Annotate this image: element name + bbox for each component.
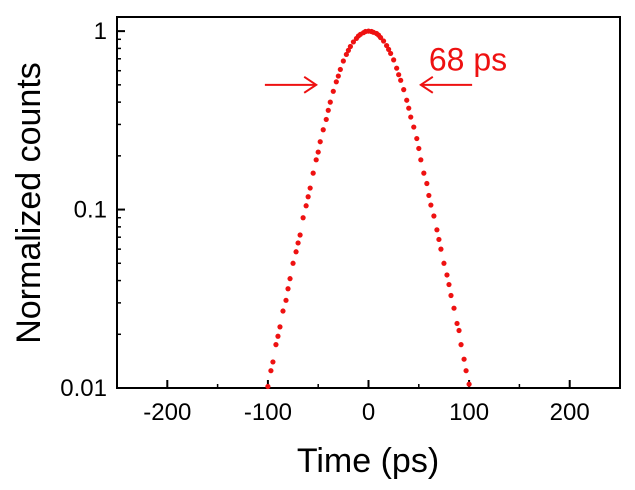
y-tick-label: 0.1 [74, 197, 107, 224]
data-point [448, 292, 454, 299]
data-point [345, 47, 351, 53]
data-point [303, 203, 309, 209]
data-point [396, 72, 402, 78]
x-tick-label: 0 [362, 399, 375, 426]
x-axis-title: Time (ps) [297, 442, 439, 480]
data-point [458, 342, 464, 348]
y-tick-label: 1 [94, 18, 107, 45]
arrow-head [419, 76, 434, 94]
data-point [317, 139, 323, 145]
data-point [325, 107, 331, 113]
data-point [347, 43, 353, 50]
data-point [418, 157, 424, 163]
fwhm-label: 68 ps [429, 42, 507, 78]
data-point [466, 381, 472, 387]
data-point [431, 213, 437, 219]
data-point [320, 127, 326, 133]
data-point [386, 46, 392, 52]
data-point [290, 260, 296, 266]
data-point [377, 34, 384, 41]
data-point [424, 180, 430, 187]
data-point [388, 50, 394, 57]
data-point [273, 342, 279, 348]
x-tick-label: -100 [244, 399, 292, 426]
y-axis-title: Normalized counts [10, 62, 48, 344]
annotations: 68 ps [264, 42, 507, 94]
data-point [307, 185, 313, 191]
data-point [416, 145, 422, 152]
y-axis: 0.01 0.1 1 [60, 18, 125, 402]
data-point [275, 333, 281, 339]
data-point [270, 359, 276, 365]
data-point [434, 227, 440, 233]
data-point [300, 215, 306, 221]
data-point [384, 42, 390, 49]
data-point [398, 77, 404, 83]
data-point [285, 286, 291, 292]
data-point [394, 65, 400, 71]
data-point [305, 194, 311, 200]
data-point [287, 276, 293, 282]
data-point [411, 124, 417, 130]
data-point [391, 57, 397, 63]
data-point [408, 114, 414, 120]
data-point [310, 170, 316, 176]
data-point [463, 368, 469, 374]
x-axis: -200 -100 0 100 200 [116, 380, 621, 426]
x-tick-label: 200 [550, 399, 590, 426]
data-point [454, 320, 460, 327]
data-point [293, 249, 299, 255]
data-point [406, 105, 412, 111]
data-point [438, 246, 444, 252]
data-point [335, 73, 341, 79]
data-point [428, 202, 434, 208]
data-point [461, 356, 467, 362]
x-tick-label: 100 [449, 399, 489, 426]
data-point [280, 308, 286, 314]
data-point [421, 170, 427, 176]
data-point [327, 99, 333, 105]
data-point [436, 236, 442, 243]
data-point [295, 240, 301, 246]
data-point [283, 297, 289, 303]
data-point [451, 305, 457, 311]
plot-frame [116, 16, 621, 389]
data-point [340, 58, 346, 64]
y-tick-label: 0.01 [60, 375, 107, 402]
data-point [268, 368, 274, 374]
data-point [446, 281, 452, 288]
data-point [333, 79, 339, 85]
data-point [330, 88, 336, 94]
data-point [337, 66, 343, 73]
data-point [315, 149, 321, 155]
data-point [265, 383, 271, 390]
data-point [380, 38, 387, 44]
data-point [323, 116, 329, 123]
data-series [265, 28, 472, 390]
data-point [414, 135, 420, 142]
data-point [426, 192, 432, 199]
data-point [441, 260, 447, 266]
data-point [444, 272, 450, 278]
data-point [401, 87, 407, 93]
data-point [404, 97, 410, 103]
data-point [313, 157, 319, 163]
data-point [350, 39, 357, 45]
data-point [343, 51, 349, 58]
data-point [277, 324, 283, 330]
data-point [297, 232, 303, 238]
x-tick-label: -200 [143, 399, 191, 426]
arrow-head [303, 76, 318, 94]
data-point [456, 327, 462, 334]
